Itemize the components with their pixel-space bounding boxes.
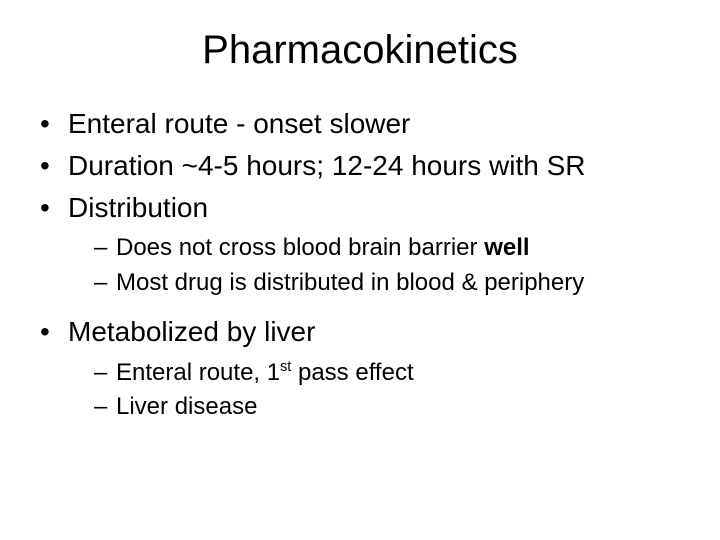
bullet-item: Distribution Does not cross blood brain …	[40, 189, 690, 300]
sub-bullet-text: Enteral route, 1	[116, 359, 280, 386]
sub-bullet-item: Enteral route, 1st pass effect	[94, 357, 690, 389]
sub-bullet-text: Does not cross blood brain barrier	[116, 234, 484, 261]
bullet-text: Distribution	[68, 192, 208, 223]
superscript: st	[280, 359, 291, 375]
sub-bullet-item: Most drug is distributed in blood & peri…	[94, 267, 690, 299]
sub-bullet-item: Liver disease	[94, 391, 690, 423]
sub-bullet-text: pass effect	[291, 359, 413, 386]
sub-bullet-list: Enteral route, 1st pass effect Liver dis…	[68, 357, 690, 424]
sub-bullet-list: Does not cross blood brain barrier well …	[68, 232, 690, 299]
slide-title: Pharmacokinetics	[30, 28, 690, 73]
bullet-text: Metabolized by liver	[68, 316, 315, 347]
sub-bullet-bold: well	[484, 234, 529, 261]
bullet-item: Metabolized by liver Enteral route, 1st …	[40, 313, 690, 424]
bullet-item: Enteral route - onset slower	[40, 105, 690, 143]
sub-bullet-item: Does not cross blood brain barrier well	[94, 232, 690, 264]
bullet-item: Duration ~4-5 hours; 12-24 hours with SR	[40, 147, 690, 185]
bullet-list: Enteral route - onset slower Duration ~4…	[30, 105, 690, 424]
slide: Pharmacokinetics Enteral route - onset s…	[0, 0, 720, 540]
